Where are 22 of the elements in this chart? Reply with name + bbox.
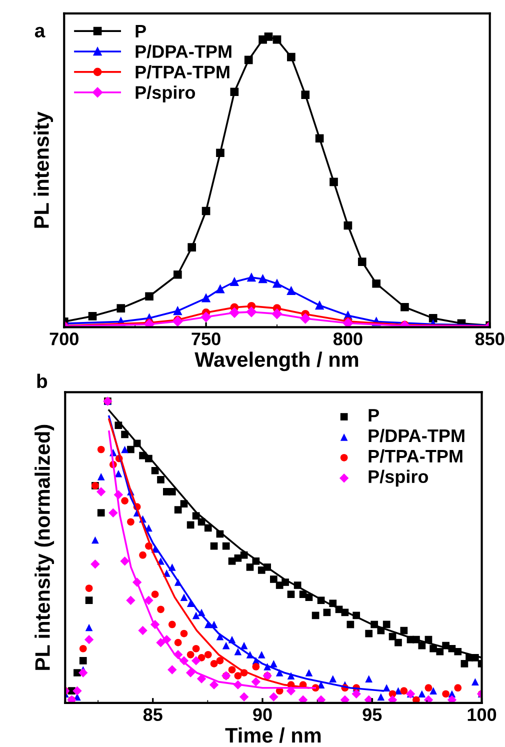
x-tick-label: 750 (192, 332, 220, 346)
x-axis-title: Wavelength / nm (194, 352, 358, 372)
x-tick-label: 700 (50, 332, 78, 346)
x-tick-label: 95 (362, 708, 382, 722)
legend-label: P/TPA-TPM (136, 65, 230, 79)
chart-title: b (37, 374, 48, 388)
legend-label: P/DPA-TPM (136, 44, 232, 58)
legend-label: P/TPA-TPM (368, 449, 462, 463)
legend-label: P/spiro (368, 470, 428, 487)
y-axis-title: PL intensity (34, 112, 54, 228)
x-tick-label: 850 (475, 332, 504, 346)
legend-label: P/spiro (136, 86, 196, 102)
x-axis-title: Time / nm (225, 727, 321, 743)
legend-label: P (136, 24, 146, 38)
x-tick-label: 800 (333, 332, 362, 346)
y-axis-title: PL intensity (normalized) (34, 424, 54, 670)
chart-title: a (34, 26, 46, 38)
x-tick-label: 100 (468, 708, 496, 722)
legend-label: P/DPA-TPM (368, 428, 464, 442)
x-tick-label: 85 (143, 708, 162, 722)
x-tick-label: 90 (253, 708, 272, 722)
legend-label: P (368, 409, 379, 422)
